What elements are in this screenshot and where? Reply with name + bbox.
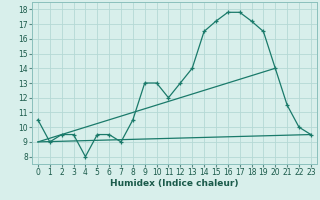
X-axis label: Humidex (Indice chaleur): Humidex (Indice chaleur) bbox=[110, 179, 239, 188]
